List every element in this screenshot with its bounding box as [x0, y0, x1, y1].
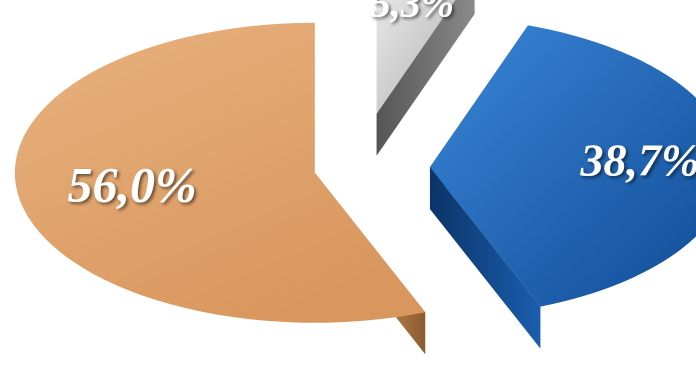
pie-slice-top — [376, 0, 456, 114]
pie-slice-cut-face — [376, 0, 475, 156]
pie-data-label: 38,7% — [580, 134, 696, 185]
pie-slice-0 — [14, 22, 426, 355]
pie-data-label: 56,0% — [68, 157, 197, 213]
pie-data-label: 5,3% — [371, 0, 454, 25]
pie-slice-2 — [376, 0, 475, 156]
pie-slice-cut-face — [429, 167, 541, 349]
pie-slice-top — [429, 25, 696, 307]
pie-slice-1 — [429, 25, 696, 349]
pie-slice-top — [14, 22, 426, 323]
